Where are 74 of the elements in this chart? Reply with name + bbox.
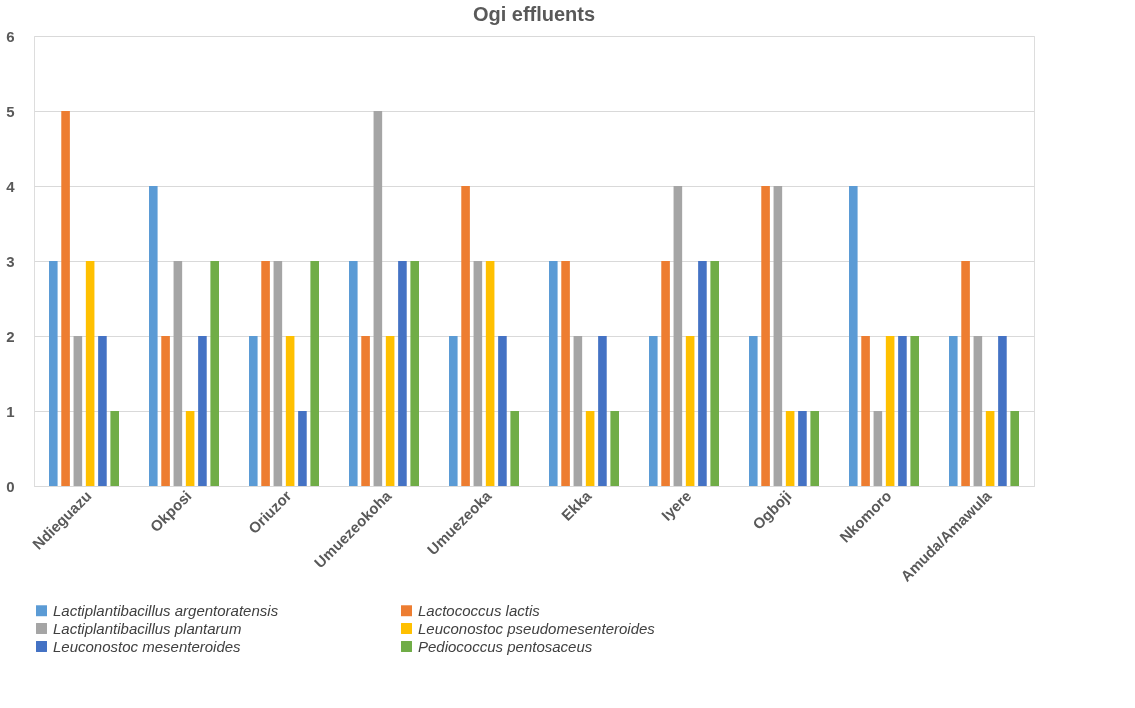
legend-label: Lactococcus lactis [418,601,541,619]
bar [149,186,158,486]
chart-title: Ogi effluents [472,3,596,25]
bar [773,186,783,486]
bar [810,411,819,486]
bar [473,261,483,486]
bar [373,111,383,486]
bar [385,336,395,486]
bar [685,336,695,486]
bar [898,336,907,486]
legend-label: Leuconostoc mesenteroides [53,637,242,655]
bar [61,111,70,486]
bar [998,336,1007,486]
bar [710,261,719,486]
bar [198,336,207,486]
bar [449,336,458,486]
bar [985,411,995,486]
bar [210,261,219,486]
y-tick-label: 6 [6,27,15,45]
bar [398,261,407,486]
bar [561,261,570,486]
bar [849,186,858,486]
bar [273,261,283,486]
bar [349,261,358,486]
bar [549,261,558,486]
bar [173,261,183,486]
y-tick-label: 0 [6,477,15,495]
bar [285,336,295,486]
y-tick-label: 4 [6,177,16,195]
bar [510,411,519,486]
bar [98,336,107,486]
bar [761,186,770,486]
bar [585,411,595,486]
bar [49,261,58,486]
bar [649,336,658,486]
bar [298,411,307,486]
bar [673,186,683,486]
bar [361,336,370,486]
bar [110,411,119,486]
bar [185,411,195,486]
bar [785,411,795,486]
legend-label: Pediococcus pentosaceus [418,637,593,655]
bar [85,261,95,486]
bar [598,336,607,486]
bar [749,336,758,486]
bar [498,336,507,486]
bar [73,336,83,486]
bar [485,261,495,486]
y-tick-label: 3 [6,252,15,270]
bar [410,261,419,486]
bar [1010,411,1019,486]
bar [461,186,470,486]
bar [261,261,270,486]
bar [798,411,807,486]
bar [873,411,883,486]
bar [610,411,619,486]
bar [249,336,258,486]
y-tick-label: 1 [6,402,15,420]
bar [573,336,583,486]
bar [698,261,707,486]
bar [961,261,970,486]
bar [310,261,319,486]
legend-label: Lactiplantibacillus plantarum [53,619,242,637]
y-tick-label: 2 [6,327,15,345]
bar [661,261,670,486]
bar [973,336,983,486]
legend-label: Leuconostoc pseudomesenteroides [418,619,656,637]
bar [161,336,170,486]
bar [861,336,870,486]
bar [885,336,895,486]
bar [910,336,919,486]
bar [949,336,958,486]
legend-label: Lactiplantibacillus argentoratensis [53,601,279,619]
y-tick-label: 5 [6,102,15,120]
